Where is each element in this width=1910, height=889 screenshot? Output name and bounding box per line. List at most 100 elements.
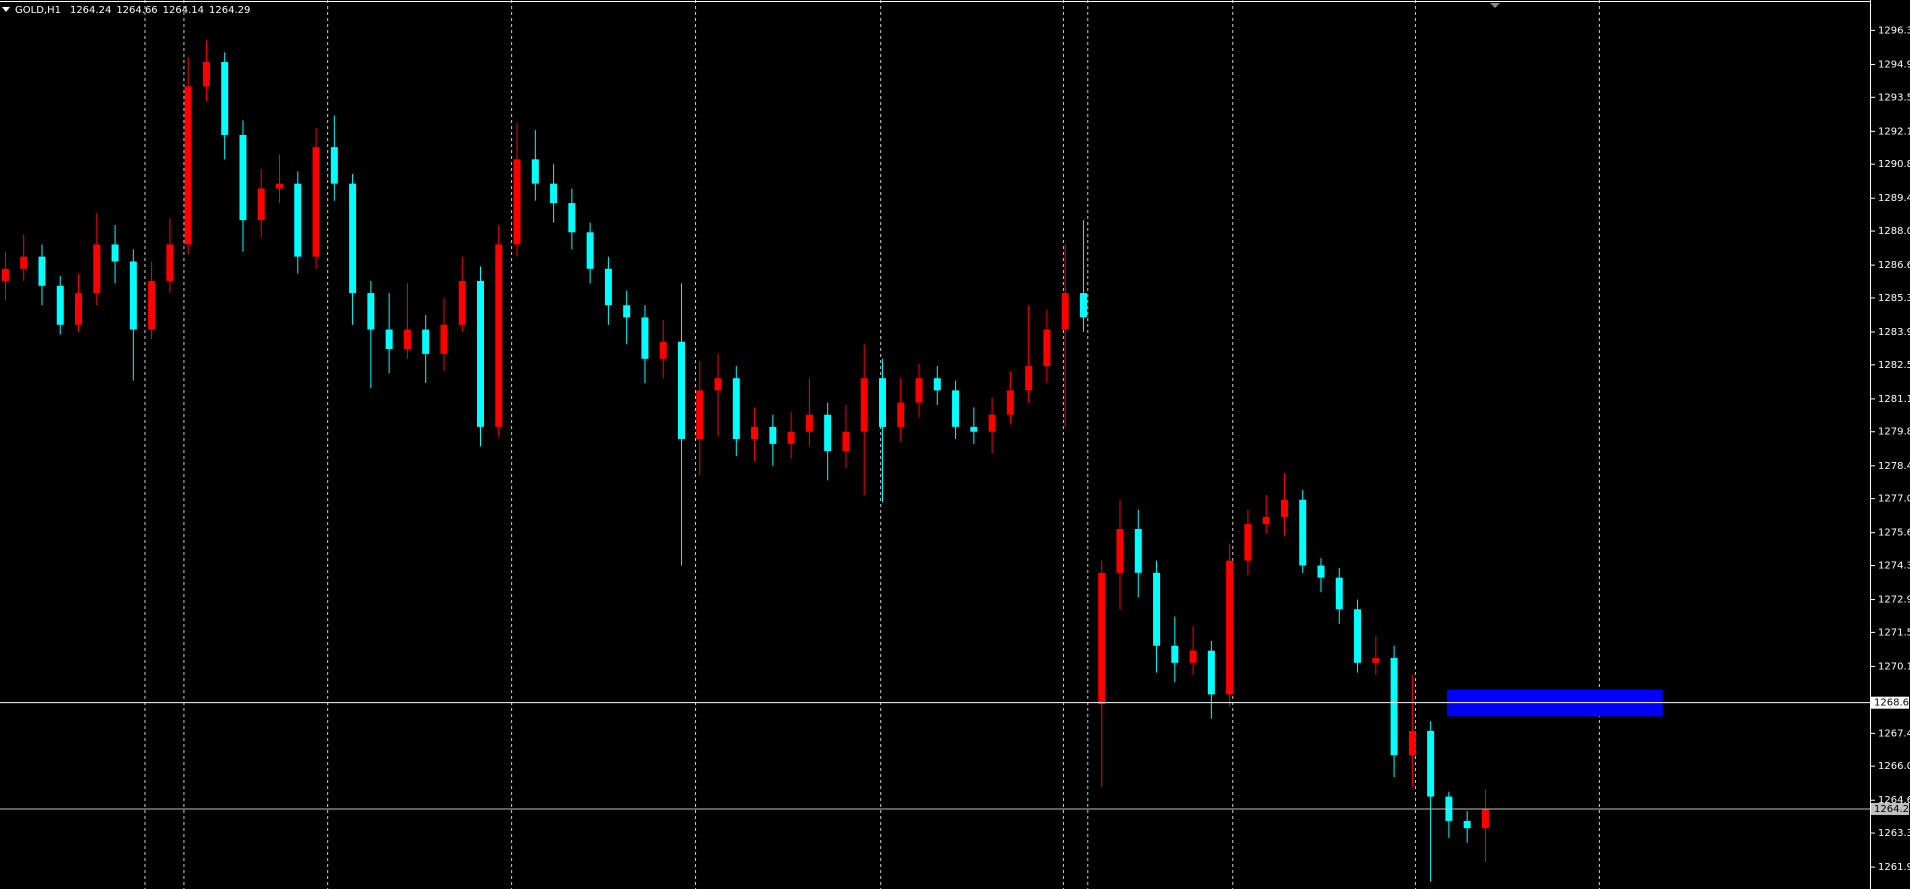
candle-body — [915, 378, 923, 403]
candle-body — [1116, 529, 1124, 573]
price-level-box — [1871, 696, 1909, 709]
y-tick-label: 1292.15 — [1878, 126, 1910, 137]
y-tick-label: 1272.90 — [1878, 595, 1910, 606]
candle-body — [1481, 808, 1489, 829]
candle-body — [477, 280, 484, 427]
candle-body — [440, 324, 448, 354]
candle-body — [148, 280, 156, 330]
candle-body — [769, 426, 777, 444]
open-price: 1264.24 — [70, 5, 111, 16]
price-level-box — [1871, 802, 1909, 815]
candle-body — [1280, 499, 1288, 517]
y-tick-label: 1264.65 — [1878, 795, 1910, 806]
candle-body — [202, 62, 210, 87]
candle-body — [1134, 529, 1142, 573]
price-level-label: 1264.29 — [1874, 804, 1910, 815]
y-tick-label: 1285.30 — [1878, 293, 1910, 304]
candle-body — [970, 426, 978, 432]
y-tick-label: 1266.05 — [1878, 761, 1910, 772]
candle-body — [422, 329, 430, 354]
y-tick-label: 1294.90 — [1878, 59, 1910, 70]
y-tick-label: 1282.55 — [1878, 360, 1910, 371]
candle-body — [1427, 730, 1435, 797]
candle-body — [1153, 572, 1161, 646]
shift-marker[interactable] — [1490, 3, 1500, 8]
candle-body — [257, 188, 265, 221]
candle-body — [349, 183, 357, 294]
y-tick-label: 1286.65 — [1878, 260, 1910, 271]
y-tick-label: 1278.40 — [1878, 461, 1910, 472]
candle-body — [641, 317, 649, 359]
candle-body — [1408, 730, 1416, 756]
y-tick-label: 1288.05 — [1878, 226, 1910, 237]
candle-body — [1, 268, 9, 281]
candle-body — [1372, 657, 1380, 663]
candle-body — [1079, 293, 1087, 318]
candle-body — [1354, 609, 1362, 663]
candle-body — [75, 293, 83, 325]
candle-body — [239, 134, 247, 221]
candle-body — [550, 183, 558, 204]
candle-body — [1098, 572, 1106, 705]
y-tick-label: 1281.15 — [1878, 394, 1910, 405]
candle-body — [495, 244, 503, 427]
candle-body — [659, 341, 667, 359]
y-tick-label: 1293.55 — [1878, 92, 1910, 103]
candle-body — [805, 414, 813, 432]
candle-body — [403, 329, 411, 350]
candle-body — [860, 378, 868, 432]
candle-body — [129, 261, 137, 330]
candle-body — [714, 378, 722, 391]
candle-body — [513, 159, 521, 245]
candle-body — [294, 183, 302, 257]
candle-body — [1043, 329, 1051, 367]
candle-body — [696, 390, 704, 440]
candle-body — [878, 378, 886, 427]
candle-body — [732, 378, 740, 440]
candle-body — [166, 244, 174, 281]
price-level-label: 1268.66 — [1874, 698, 1910, 709]
candle-body — [56, 285, 64, 325]
y-tick-label: 1275.65 — [1878, 528, 1910, 539]
candle-body — [1335, 577, 1343, 610]
candle-body — [787, 431, 795, 444]
candle-body — [1463, 820, 1471, 829]
candle-body — [751, 426, 759, 440]
collapse-arrow[interactable] — [2, 7, 10, 12]
candle-body — [1189, 650, 1197, 663]
candle-body — [604, 268, 612, 306]
candle-body — [952, 390, 960, 427]
candle-body — [312, 147, 320, 257]
candle-body — [93, 244, 101, 294]
candle-body — [933, 378, 941, 391]
candle-body — [184, 86, 192, 245]
candle-body — [330, 147, 338, 184]
y-tick-label: 1267.40 — [1878, 728, 1910, 739]
close-price: 1264.29 — [209, 5, 250, 16]
candle-body — [458, 280, 466, 325]
candle-body — [1025, 366, 1033, 391]
symbol: GOLD,H1 — [15, 5, 61, 16]
candle-body — [677, 341, 685, 440]
candle-body — [988, 414, 996, 432]
y-tick-label: 1270.15 — [1878, 661, 1910, 672]
low-price: 1264.14 — [163, 5, 204, 16]
candle-body — [623, 305, 631, 318]
candle-body — [276, 183, 284, 189]
candle-body — [1171, 645, 1179, 663]
candle-body — [1244, 524, 1252, 561]
y-tick-label: 1283.90 — [1878, 327, 1910, 338]
candle-body — [568, 203, 576, 233]
chart-header: GOLD,H1 1264.24 1264.66 1264.14 1264.29 — [15, 5, 250, 16]
candle-body — [385, 329, 393, 350]
candle-body — [1299, 499, 1307, 566]
candle-body — [1207, 650, 1215, 695]
y-tick-label: 1263.30 — [1878, 828, 1910, 839]
y-tick-label: 1274.30 — [1878, 561, 1910, 572]
candle-body — [897, 402, 905, 427]
candle-body — [531, 159, 539, 184]
y-tick-label: 1296.30 — [1878, 25, 1910, 36]
candle-body — [842, 431, 850, 452]
candle-body — [20, 256, 28, 269]
